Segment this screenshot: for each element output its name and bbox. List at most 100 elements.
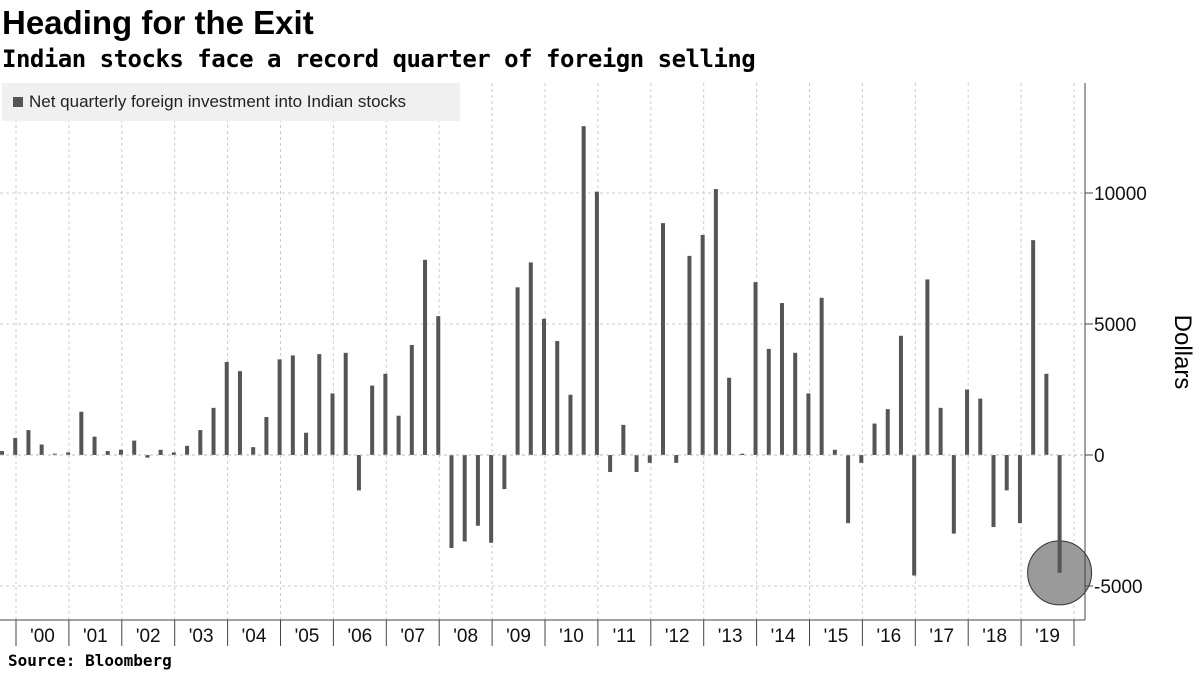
source-note: Source: Bloomberg	[8, 651, 172, 670]
bar	[779, 303, 784, 455]
bar	[423, 259, 428, 455]
y-tick-label: 5000	[1094, 315, 1136, 336]
bar	[965, 389, 970, 455]
legend-swatch	[13, 97, 23, 107]
x-tick-label: '18	[982, 626, 1007, 647]
bar	[304, 432, 309, 455]
bar	[356, 455, 361, 491]
bar	[436, 316, 441, 455]
bar	[594, 191, 599, 455]
chart-title: Heading for the Exit	[2, 4, 314, 41]
y-tick-label: 0	[1094, 446, 1105, 467]
x-tick-label: '16	[876, 626, 901, 647]
x-tick-label: '12	[665, 626, 690, 647]
x-tick-label: '07	[400, 626, 425, 647]
bar	[39, 444, 44, 455]
bar	[568, 394, 573, 455]
y-axis-label: Dollars	[1169, 315, 1196, 390]
bar	[330, 393, 335, 455]
bar	[793, 352, 798, 455]
x-tick-label: '19	[1035, 626, 1060, 647]
bar	[13, 437, 18, 455]
bar	[105, 451, 110, 455]
axis-labels: -5000 0 5000 10000 '00 '01 '02 '03 '04 '05 '06 '07 '…	[30, 184, 1147, 647]
bar	[634, 455, 639, 473]
bar	[383, 373, 388, 455]
bar	[277, 359, 282, 455]
bar	[317, 354, 322, 455]
bar	[951, 455, 956, 534]
bar	[766, 348, 771, 455]
bar	[409, 344, 414, 455]
bar	[118, 449, 123, 455]
bar	[251, 447, 256, 455]
bar	[859, 455, 864, 463]
bar	[26, 430, 31, 455]
x-tick-label: '15	[824, 626, 849, 647]
bar	[79, 411, 84, 455]
bars	[0, 126, 1093, 606]
bar	[264, 417, 269, 455]
bar	[198, 430, 203, 455]
bar	[0, 451, 4, 455]
bar	[687, 255, 692, 455]
bar	[898, 335, 903, 455]
bar	[462, 455, 467, 542]
bar	[819, 297, 824, 455]
bar	[132, 440, 137, 455]
bar	[145, 455, 150, 458]
legend-label: Net quarterly foreign investment into In…	[29, 92, 407, 111]
bar	[978, 398, 983, 455]
bar	[542, 318, 547, 455]
bar	[925, 279, 930, 455]
x-tick-label: '04	[242, 626, 267, 647]
bar	[885, 409, 890, 455]
x-tick-label: '10	[559, 626, 584, 647]
bar	[832, 449, 837, 455]
bar	[66, 452, 71, 455]
bar	[1004, 455, 1009, 491]
bar	[674, 455, 679, 463]
bar	[753, 282, 758, 455]
bar	[211, 407, 216, 455]
bar	[846, 455, 851, 524]
bar	[912, 455, 917, 576]
x-tick-label: '11	[613, 626, 636, 647]
bar	[449, 455, 454, 549]
bar	[237, 371, 242, 455]
bar	[621, 424, 626, 455]
bar	[52, 453, 57, 455]
chart-subtitle: Indian stocks face a record quarter of f…	[2, 45, 756, 73]
bar	[661, 223, 665, 455]
x-tick-label: '02	[136, 626, 161, 647]
bar	[396, 415, 401, 455]
x-tick-label: '01	[83, 626, 108, 647]
legend: Net quarterly foreign investment into In…	[2, 83, 460, 121]
bar	[489, 455, 494, 543]
bar	[991, 455, 996, 528]
x-tick-label: '05	[295, 626, 320, 647]
bar	[647, 455, 652, 463]
bar	[171, 452, 176, 455]
x-tick-label: '03	[189, 626, 214, 647]
bar	[158, 449, 163, 455]
bar	[806, 393, 811, 455]
bar	[555, 341, 560, 455]
bar	[740, 453, 745, 455]
bar	[290, 355, 295, 455]
bar	[700, 234, 705, 455]
bar	[608, 455, 613, 473]
bar	[515, 287, 520, 455]
x-tick-label: '06	[347, 626, 372, 647]
x-tick-label: '09	[506, 626, 531, 647]
x-tick-label: '08	[453, 626, 478, 647]
bar	[475, 455, 480, 526]
y-tick-label: -5000	[1094, 577, 1143, 598]
bar	[872, 423, 877, 455]
bar	[370, 385, 375, 455]
bar	[528, 262, 533, 455]
x-tick-label: '13	[718, 626, 743, 647]
bar	[1057, 455, 1062, 573]
bar	[938, 407, 943, 455]
bar	[1017, 455, 1022, 524]
